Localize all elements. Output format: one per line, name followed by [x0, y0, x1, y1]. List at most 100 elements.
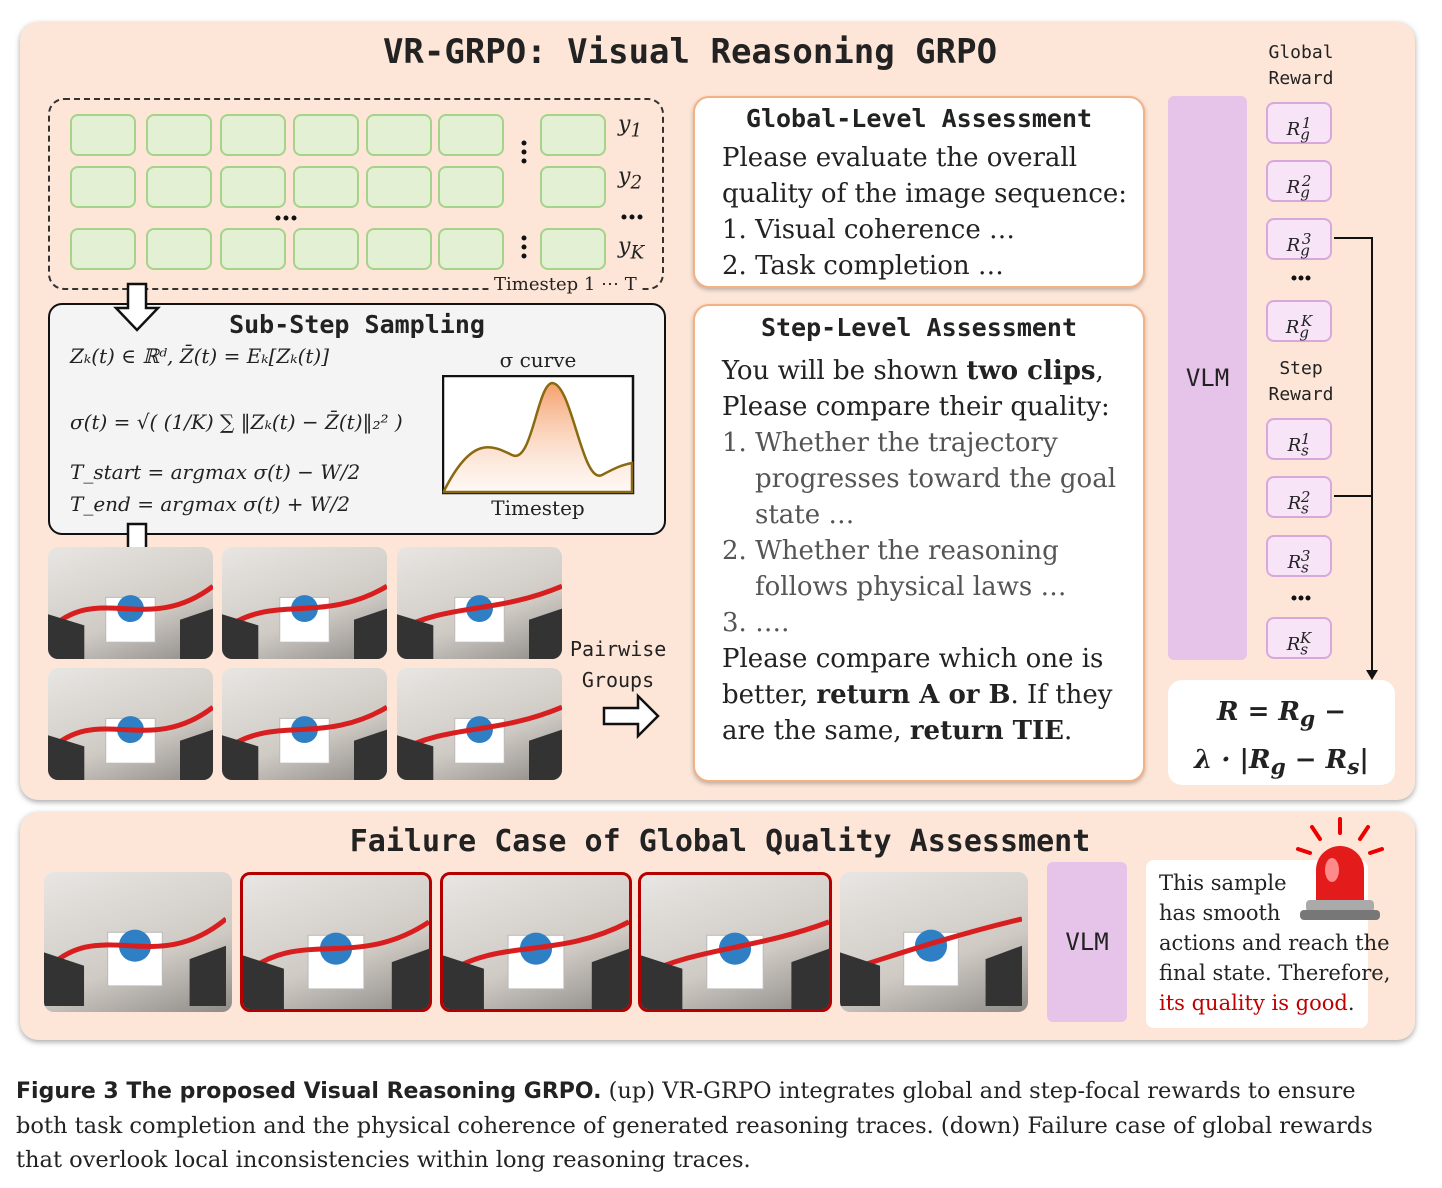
alarm-icon: [1296, 817, 1384, 920]
vlm: VLM: [1168, 96, 1247, 660]
pairwise: Pairwise Groups: [570, 637, 667, 692]
caption-label: Figure 3 The proposed Visual Reasoning G…: [16, 1079, 602, 1104]
sub: K: [630, 242, 645, 264]
line: R = Rg −: [1168, 692, 1395, 740]
sampling-title: Sub-Step Sampling: [229, 310, 485, 339]
failure-text: This sample has smooth actions and reach…: [1159, 868, 1390, 1018]
step-box: [693, 304, 1145, 782]
image: [397, 547, 562, 659]
bold: return A or B: [816, 680, 1011, 710]
image: [638, 872, 832, 1012]
symbol: R: [1286, 119, 1301, 140]
line: 1. Visual coherence …: [722, 215, 1015, 245]
badge: Rg2: [1266, 160, 1332, 202]
cell: [438, 166, 504, 208]
timestep: Timestep 1 ⋯ T: [490, 274, 641, 295]
line: actions and reach the: [1159, 931, 1390, 955]
sub: g: [1300, 125, 1310, 144]
text: are the same,: [722, 716, 910, 746]
curve-title: σ curve: [499, 348, 577, 372]
sub: g: [1300, 183, 1310, 202]
badge: Rg1: [1266, 102, 1332, 144]
image: [840, 872, 1028, 1012]
image: [397, 668, 562, 780]
cell: [438, 114, 504, 156]
cell: [366, 166, 432, 208]
symbol: R: [1285, 317, 1300, 338]
global-box: [693, 96, 1145, 288]
rope: [44, 916, 228, 1006]
rope: [243, 919, 429, 1009]
symbol: R: [1287, 552, 1302, 573]
line: Please evaluate the overall: [722, 143, 1078, 173]
cell: [540, 228, 606, 270]
image: [440, 872, 632, 1012]
sup: K: [1300, 629, 1312, 647]
rope: [222, 584, 387, 659]
text: (up) VR-GRPO integrates global and step-…: [608, 1078, 1356, 1104]
image: [222, 668, 387, 780]
text: ,: [1095, 356, 1104, 386]
formula: T_start = argmax σ(t) − W/2: [70, 460, 361, 484]
line: 2. Task completion …: [722, 251, 1004, 281]
text: − R: [1285, 745, 1348, 776]
text: better,: [722, 680, 817, 710]
symbol: R: [1286, 634, 1301, 655]
line: progresses toward the goal: [755, 464, 1117, 494]
badge: Rg3: [1266, 218, 1332, 260]
text: . If they: [1010, 680, 1113, 710]
text: λ · |R: [1194, 745, 1271, 776]
line: final state. Therefore,: [1159, 961, 1391, 985]
line: 2. Whether the reasoning: [722, 536, 1059, 566]
sub: 2: [630, 172, 643, 194]
cell: [220, 166, 286, 208]
line: follows physical laws …: [755, 572, 1067, 602]
cell: [366, 114, 432, 156]
line: quality of the image sequence:: [722, 179, 1128, 209]
cell: [70, 228, 136, 270]
line: Reward: [1268, 384, 1334, 405]
caption: Figure 3 The proposed Visual Reasoning G…: [16, 1074, 1432, 1177]
bold: return TIE: [909, 716, 1064, 746]
line: Global: [1268, 42, 1334, 63]
sup: K: [1300, 312, 1313, 330]
line: Please compare which one is: [722, 644, 1104, 674]
line: has smooth: [1159, 901, 1281, 925]
sub: g: [1299, 323, 1309, 342]
sup: 2: [1301, 172, 1312, 190]
rope: [48, 584, 213, 659]
line: state …: [755, 500, 855, 530]
cell: [146, 114, 212, 156]
seq-label: y1: [618, 112, 642, 141]
text: .: [1063, 716, 1073, 746]
cell: [293, 228, 359, 270]
sub: 1: [630, 120, 643, 142]
formula: σ(t) = √( (1/K) ∑ ‖Zₖ(t) − Z̄(t)‖₂² ): [70, 410, 403, 434]
badge: Rs3: [1266, 535, 1332, 577]
cell: [220, 228, 286, 270]
symbol: R: [1286, 177, 1301, 198]
sup: 2: [1300, 488, 1311, 506]
formula: Zₖ(t) ∈ ℝᵈ, Z̄(t) = Eₖ[Zₖ(t)]: [70, 344, 330, 368]
text: R = R: [1216, 697, 1301, 727]
sub: s: [1301, 499, 1309, 518]
line: Figure 3 The proposed Visual Reasoning G…: [16, 1074, 1432, 1109]
symbol: R: [1287, 435, 1302, 456]
vlm: VLM: [1047, 862, 1127, 1022]
badge: Rs2: [1266, 476, 1332, 518]
sub: g: [1270, 755, 1286, 781]
cell: [366, 228, 432, 270]
sigma-curve: [442, 375, 635, 495]
line: λ · |Rg − Rs|: [1168, 740, 1395, 788]
line: both task completion and the physical co…: [16, 1113, 1373, 1139]
line: You will be shown two clips,: [722, 353, 1116, 389]
cell: [540, 114, 606, 156]
cell: [146, 228, 212, 270]
rope: [48, 705, 213, 780]
line: are the same, return TIE.: [722, 713, 1116, 749]
image: [44, 872, 232, 1012]
line: 1. Whether the trajectory: [722, 428, 1058, 458]
verdict: its quality is good: [1159, 991, 1348, 1015]
cell: [70, 166, 136, 208]
